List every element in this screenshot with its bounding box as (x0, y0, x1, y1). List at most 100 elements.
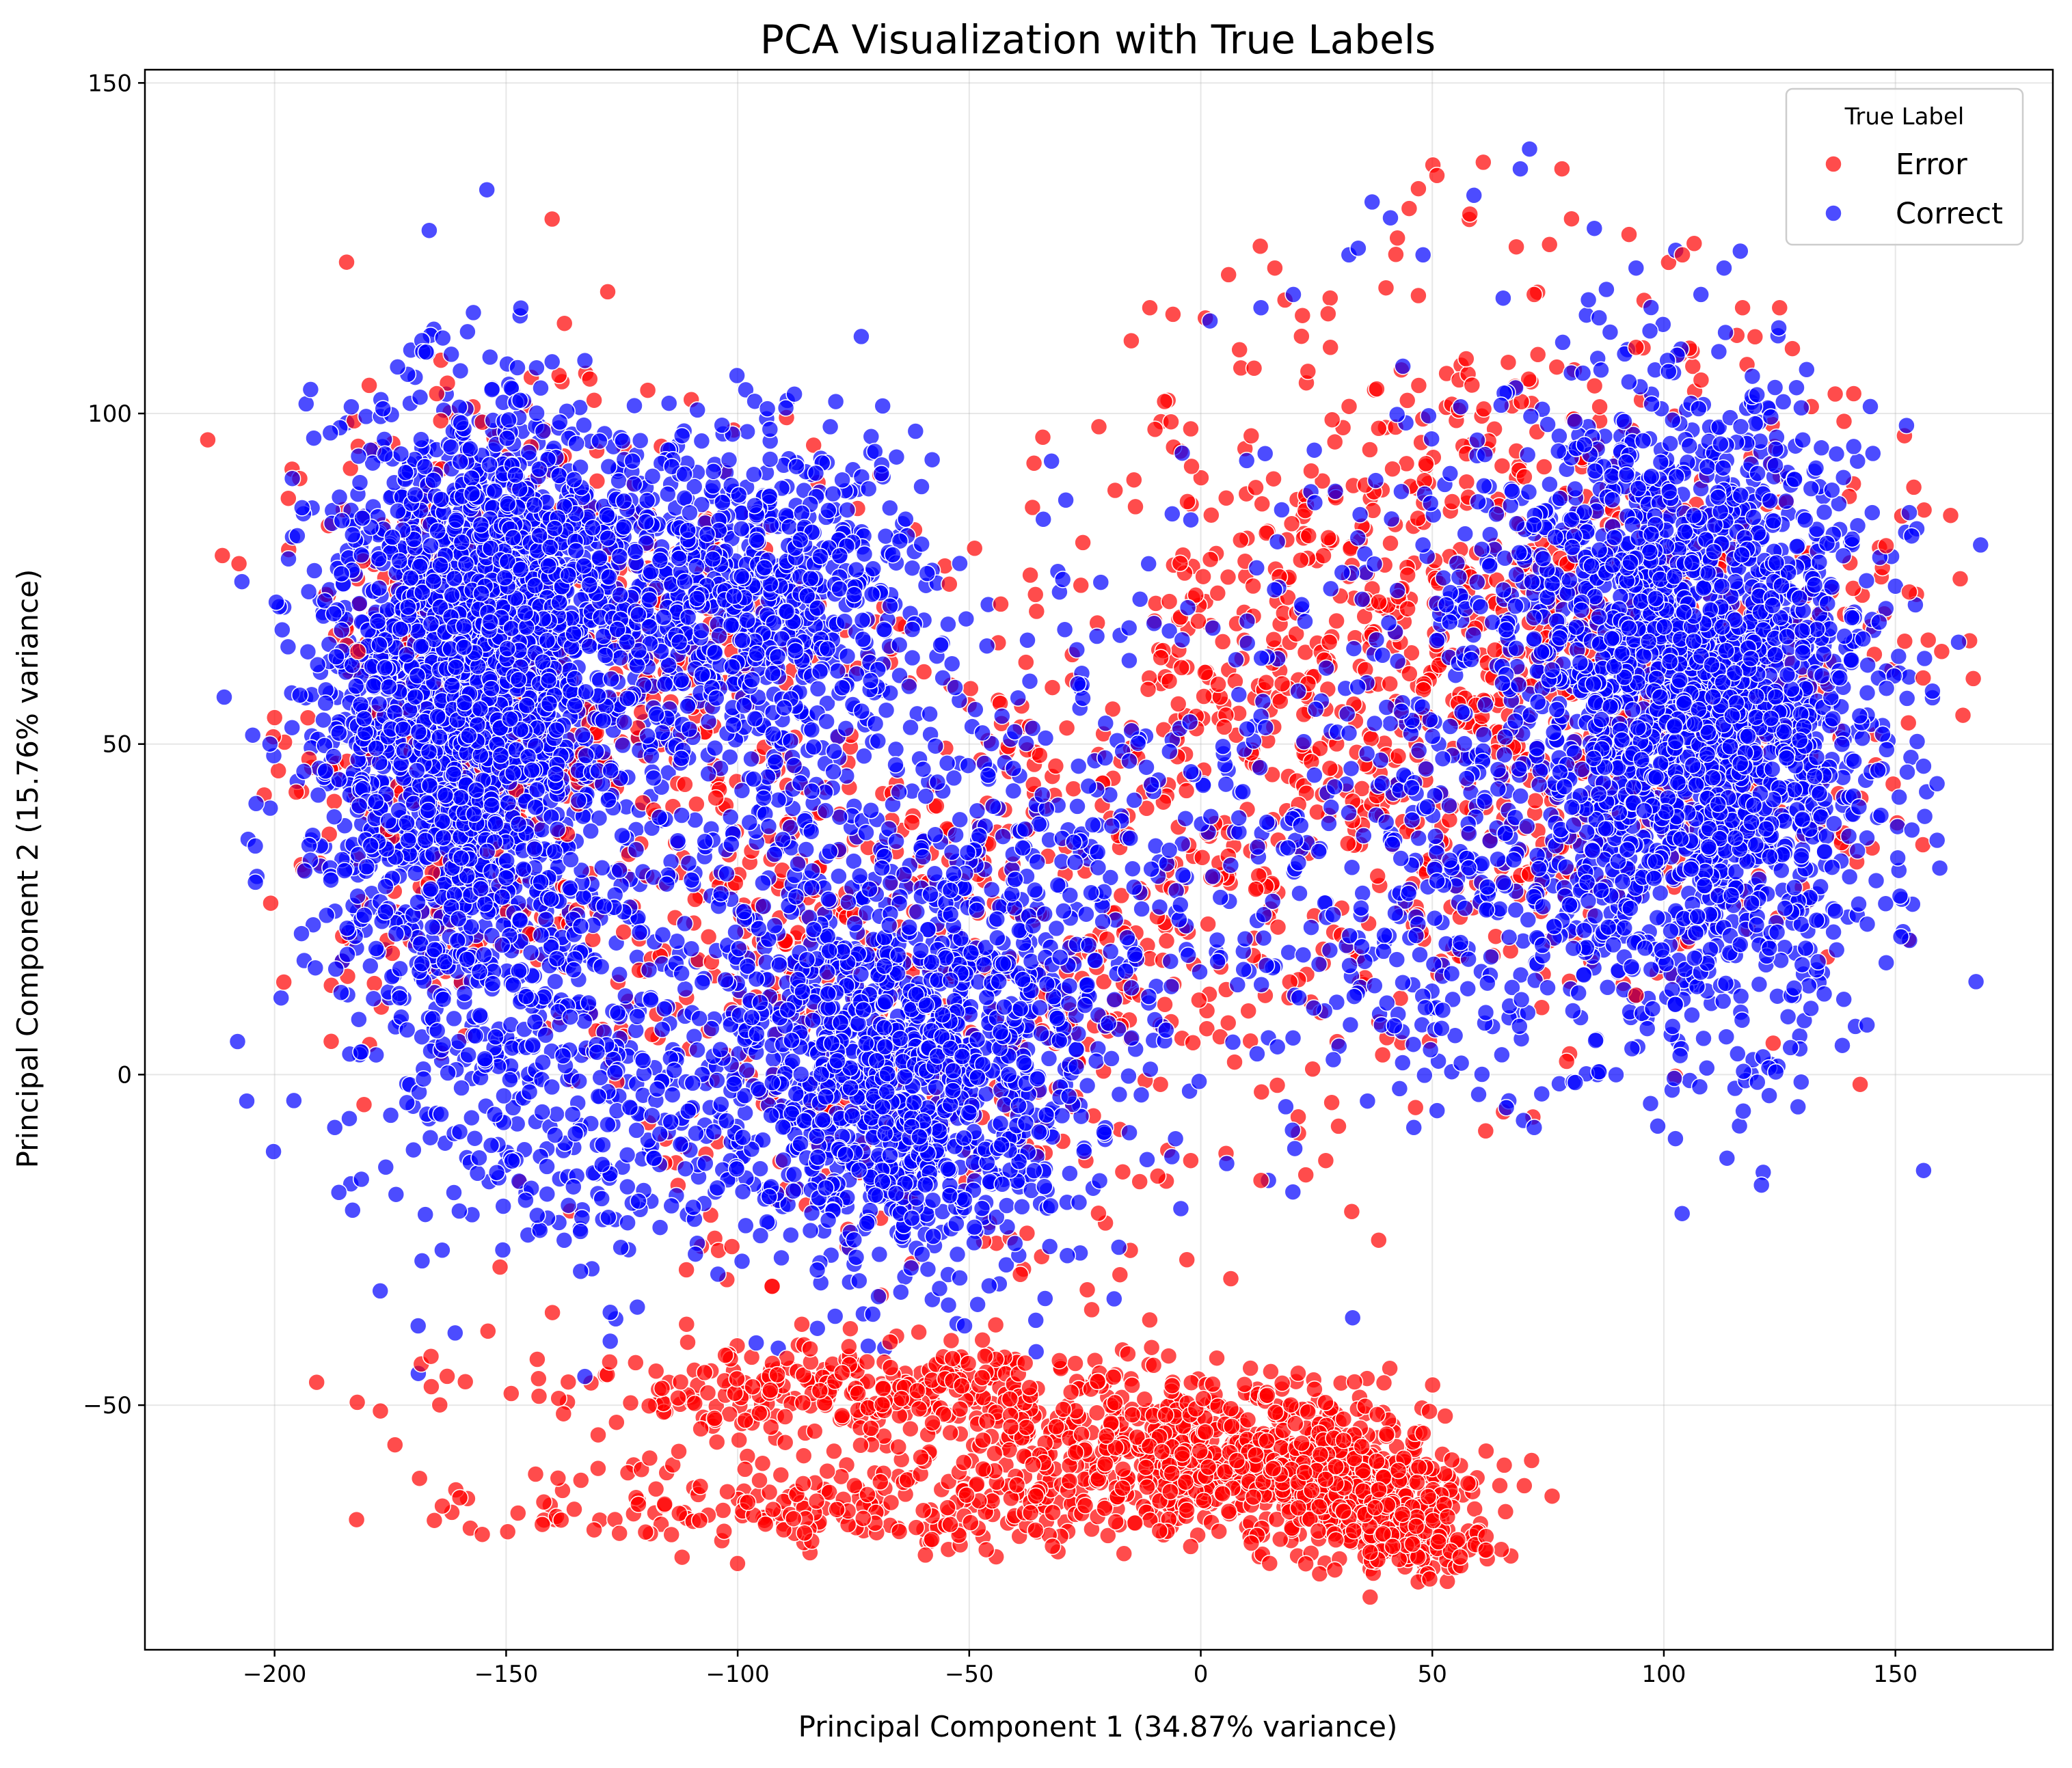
point-correct (334, 566, 350, 582)
point-correct (339, 920, 355, 936)
point-correct (473, 586, 489, 602)
point-correct (738, 1217, 754, 1234)
point-correct (888, 741, 904, 757)
point-error (1157, 996, 1173, 1013)
point-correct (945, 770, 962, 786)
point-error (1127, 498, 1144, 515)
point-correct (429, 523, 446, 539)
point-correct (927, 738, 943, 754)
point-correct (396, 743, 412, 759)
point-correct (600, 459, 617, 475)
point-error (231, 556, 247, 572)
point-correct (444, 587, 460, 603)
point-correct (528, 359, 545, 376)
point-correct (509, 359, 526, 376)
point-error (1126, 472, 1142, 488)
point-error (1304, 1061, 1321, 1077)
point-correct (377, 446, 393, 462)
point-correct (421, 222, 438, 239)
point-correct (327, 961, 344, 977)
point-correct (403, 570, 419, 586)
point-correct (463, 470, 480, 487)
point-correct (616, 493, 632, 509)
point-error (1147, 421, 1163, 437)
point-correct (533, 380, 549, 396)
point-correct (857, 546, 873, 562)
point-error (1322, 290, 1338, 306)
point-correct (688, 558, 705, 575)
point-correct (467, 1130, 483, 1147)
point-correct (560, 567, 576, 584)
point-correct (645, 770, 662, 786)
point-correct (746, 711, 763, 727)
point-correct (856, 748, 872, 764)
point-correct (671, 634, 688, 650)
point-correct (600, 792, 617, 808)
point-correct (676, 466, 692, 482)
point-correct (421, 744, 438, 760)
point-correct (286, 1092, 302, 1109)
point-correct (713, 886, 729, 902)
point-correct (776, 700, 792, 716)
point-error (1269, 1077, 1286, 1093)
point-error (1363, 731, 1380, 747)
point-correct (660, 486, 676, 502)
point-correct (425, 472, 442, 489)
point-error (988, 1317, 1004, 1333)
point-correct (353, 547, 370, 563)
point-error (708, 790, 724, 806)
point-correct (446, 1010, 462, 1026)
point-correct (315, 712, 332, 729)
point-error (1107, 482, 1123, 499)
point-correct (371, 696, 388, 712)
point-correct (453, 534, 470, 550)
point-correct (542, 539, 559, 556)
point-correct (273, 990, 289, 1006)
point-error (1170, 696, 1187, 712)
point-correct (358, 408, 375, 424)
point-correct (651, 552, 668, 569)
point-correct (855, 612, 871, 629)
point-correct (297, 862, 313, 879)
point-error (1153, 649, 1169, 666)
point-correct (673, 807, 690, 824)
point-correct (566, 472, 582, 488)
point-correct (629, 657, 645, 674)
point-correct (513, 561, 529, 577)
point-correct (371, 754, 388, 771)
point-correct (481, 457, 498, 473)
point-correct (839, 502, 855, 518)
point-error (1500, 354, 1516, 370)
point-correct (885, 547, 901, 563)
point-correct (459, 323, 476, 340)
point-correct (528, 405, 545, 422)
point-error (1248, 479, 1264, 495)
point-error (1027, 586, 1044, 603)
point-correct (429, 708, 446, 724)
point-error (1226, 1054, 1243, 1070)
point-correct (651, 809, 668, 826)
point-error (1375, 1047, 1391, 1063)
point-correct (603, 670, 619, 687)
point-correct (458, 556, 474, 572)
point-correct (391, 553, 407, 569)
point-correct (628, 841, 645, 858)
point-error (1190, 613, 1207, 629)
point-correct (301, 837, 317, 854)
point-correct (831, 581, 848, 597)
point-correct (384, 529, 401, 545)
point-error (356, 1096, 373, 1113)
point-error (1284, 515, 1300, 532)
point-correct (619, 634, 635, 651)
point-error (1183, 421, 1199, 437)
point-error (993, 596, 1009, 612)
point-correct (366, 678, 382, 694)
point-correct (567, 698, 583, 714)
point-correct (302, 381, 319, 398)
point-error (1371, 1232, 1387, 1249)
point-correct (825, 763, 842, 780)
point-correct (828, 394, 844, 410)
point-error (1073, 577, 1089, 593)
point-correct (507, 467, 524, 483)
point-error (1320, 305, 1336, 322)
